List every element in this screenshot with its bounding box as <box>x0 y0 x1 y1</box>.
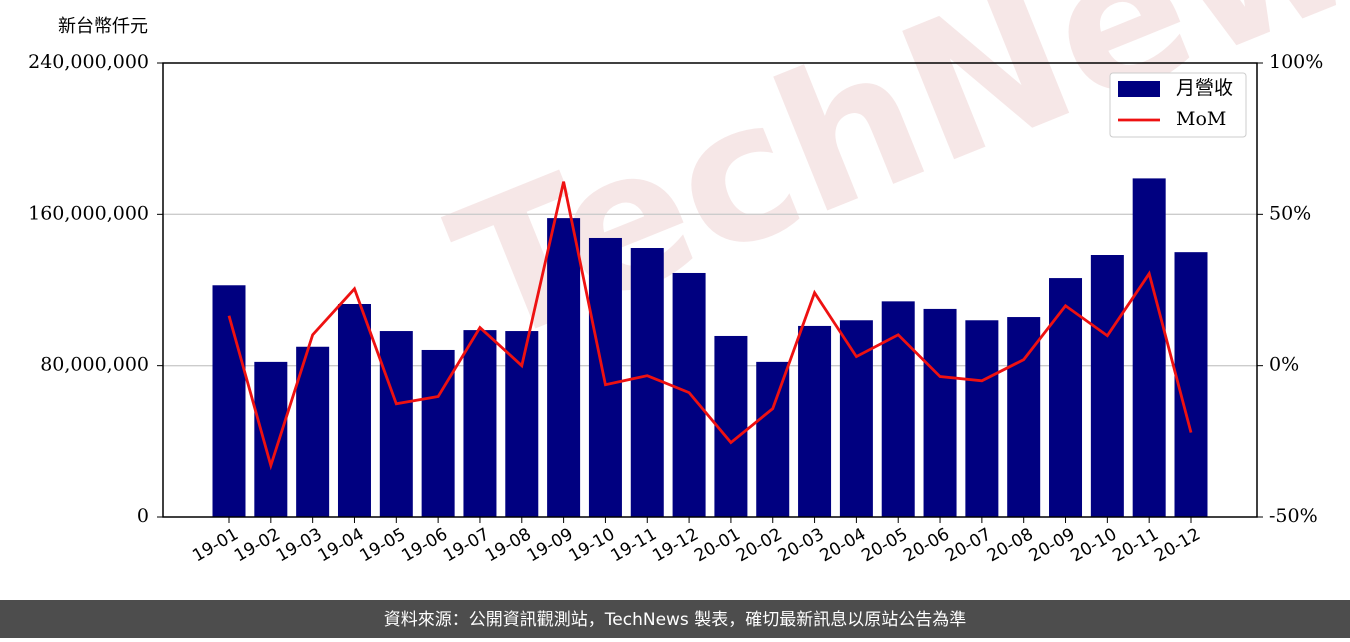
x-tick-label: 19-05 <box>357 524 410 566</box>
footer: 資料來源：公開資訊觀測站，TechNews 製表，確切最新訊息以原站公告為準 <box>384 610 966 630</box>
x-tick-label: 20-11 <box>1109 524 1162 566</box>
bar <box>547 218 581 517</box>
y2-tick-label: 100% <box>1269 51 1323 73</box>
x-tick-label: 19-09 <box>524 524 577 566</box>
x-tick-label: 20-04 <box>817 524 870 566</box>
x-tick-label: 19-03 <box>273 524 326 566</box>
x-tick-label: 19-06 <box>398 524 451 566</box>
bar <box>463 330 497 517</box>
bar <box>965 320 999 517</box>
bar <box>839 320 873 517</box>
x-tick-label: 19-02 <box>231 524 284 566</box>
y-tick-label: 0 <box>137 505 149 527</box>
legend-label: MoM <box>1176 108 1226 130</box>
legend-label: 月營收 <box>1176 77 1233 99</box>
bar <box>672 272 706 517</box>
bar <box>714 335 748 517</box>
bar <box>1007 317 1041 517</box>
x-tick-label: 19-11 <box>607 524 660 566</box>
bar <box>630 248 664 517</box>
y-tick-label: 160,000,000 <box>28 202 149 224</box>
line <box>227 181 1193 471</box>
x-tick-label: 20-03 <box>775 524 828 566</box>
x-tick-label: 20-12 <box>1151 524 1204 566</box>
bar <box>212 285 246 517</box>
bar <box>588 237 622 517</box>
y2-tick-label: -50% <box>1269 505 1318 527</box>
bar <box>296 346 330 517</box>
legend-swatch <box>1118 81 1160 97</box>
x-tick-label: 19-07 <box>440 524 493 566</box>
bar <box>379 331 413 517</box>
x-tick-label: 20-10 <box>1068 524 1121 566</box>
x-tick-label: 20-07 <box>942 524 995 566</box>
x-tick-label: 20-09 <box>1026 524 1079 566</box>
x-tick-label: 19-08 <box>482 524 535 566</box>
x-tick-label: 20-08 <box>984 524 1037 566</box>
y-axis-label: 新台幣仟元 <box>58 16 148 37</box>
y-tick-label: 80,000,000 <box>40 354 149 376</box>
footer-bar <box>0 600 1350 638</box>
y-tick-label: 240,000,000 <box>28 51 149 73</box>
bar <box>756 361 790 517</box>
x-tick-label: 19-01 <box>189 524 242 566</box>
x-tick-label: 20-05 <box>858 524 911 566</box>
x-tick-label: 20-06 <box>900 524 953 566</box>
bar <box>923 308 957 517</box>
x-tick-label: 20-01 <box>691 524 744 566</box>
y2-tick-label: 0% <box>1269 354 1299 376</box>
x-tick-label: 19-12 <box>649 524 702 566</box>
bar <box>798 325 832 517</box>
bar <box>254 361 288 517</box>
bar <box>1132 178 1166 517</box>
plot-frame <box>162 62 1258 518</box>
x-tick-label: 19-10 <box>566 524 619 566</box>
bar <box>1090 255 1124 518</box>
bar <box>505 331 539 517</box>
y2-tick-label: 50% <box>1269 202 1311 224</box>
bar <box>1174 252 1208 517</box>
bar <box>337 303 371 517</box>
x-tick-label: 20-02 <box>733 524 786 566</box>
x-tick-label: 19-04 <box>315 524 368 566</box>
bar <box>881 301 915 517</box>
